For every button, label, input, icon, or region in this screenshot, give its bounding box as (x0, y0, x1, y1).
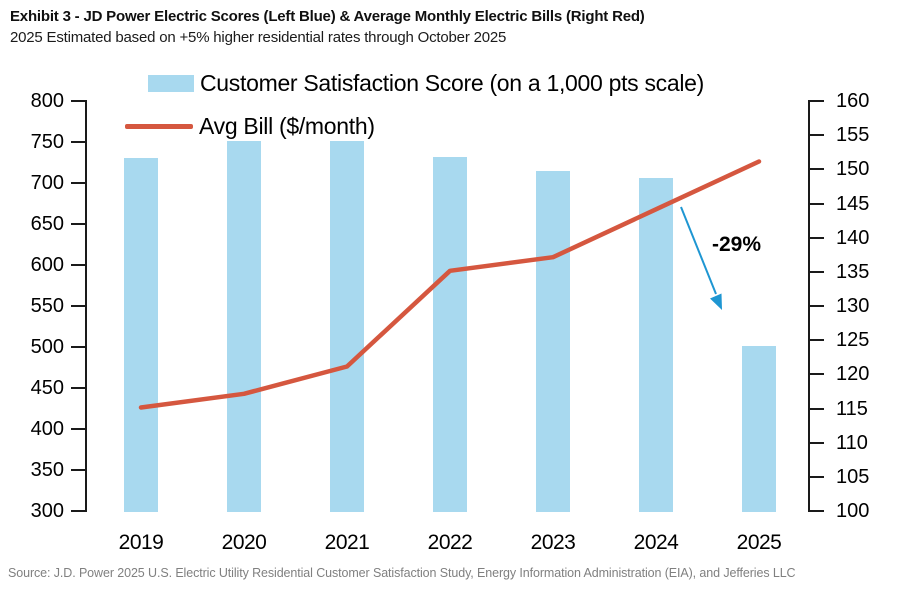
right-axis-tick-label: 120 (836, 363, 870, 386)
left-axis-tick (71, 305, 85, 307)
year-label: 2025 (736, 531, 782, 554)
legend-item-avg-bill: Avg Bill ($/month) (125, 113, 375, 140)
right-axis-tick (810, 510, 824, 512)
right-axis-tick (810, 168, 824, 171)
year-label: 2023 (530, 531, 576, 554)
right-axis-tick (810, 373, 824, 376)
legend-label-satisfaction: Customer Satisfaction Score (on a 1,000 … (200, 70, 705, 96)
left-axis-tick-label: 800 (30, 90, 64, 112)
satisfaction-bar (227, 141, 261, 512)
right-axis-tick-label: 110 (836, 431, 868, 454)
right-axis-tick-label: 150 (836, 158, 870, 181)
right-axis-tick-label: 155 (836, 124, 870, 147)
right-axis-tick (810, 100, 824, 102)
left-axis-line (85, 100, 87, 512)
year-label: 2022 (427, 531, 473, 554)
decline-arrow-shaft (680, 206, 717, 295)
left-axis-tick-label: 400 (30, 418, 64, 440)
legend-item-satisfaction: Customer Satisfaction Score (on a 1,000 … (148, 70, 704, 97)
year-label: 2021 (324, 531, 370, 554)
right-axis-tick-label: 105 (836, 465, 870, 488)
right-axis-tick (810, 270, 824, 273)
left-axis-tick-label: 300 (30, 500, 64, 522)
right-axis-tick (810, 339, 824, 342)
right-axis-tick-label: 140 (836, 226, 870, 249)
left-axis-tick (71, 387, 85, 389)
decline-arrow-head (710, 293, 722, 310)
right-axis-tick (810, 441, 824, 444)
year-label: 2024 (633, 531, 679, 554)
left-axis-tick (71, 510, 85, 512)
right-axis-tick-label: 125 (836, 329, 870, 352)
decline-annotation: -29% (712, 233, 762, 256)
left-axis-tick (71, 469, 85, 471)
left-axis-tick-label: 350 (30, 459, 64, 481)
right-axis-tick (810, 475, 824, 478)
year-label: 2019 (118, 531, 164, 554)
right-axis-tick-label: 135 (836, 260, 870, 283)
legend-label-avg-bill: Avg Bill ($/month) (199, 113, 375, 139)
left-axis-tick-label: 650 (30, 213, 64, 235)
left-axis-tick (71, 223, 85, 225)
right-axis-tick (810, 202, 824, 205)
right-axis-tick (810, 305, 824, 307)
left-axis-tick (71, 141, 85, 143)
right-axis-tick-label: 145 (836, 192, 870, 215)
right-axis-tick (810, 407, 824, 410)
left-axis-tick (71, 100, 85, 102)
satisfaction-bar (639, 177, 673, 512)
bar-legend-swatch (148, 75, 194, 92)
exhibit-subtitle: 2025 Estimated based on +5% higher resid… (10, 29, 507, 46)
left-axis-tick-label: 750 (30, 131, 64, 153)
right-axis-tick (810, 134, 824, 137)
satisfaction-bar (536, 170, 570, 512)
right-axis-line (808, 100, 810, 512)
left-axis-tick-label: 550 (30, 295, 64, 317)
left-axis-tick (71, 264, 85, 266)
right-axis-tick (810, 236, 824, 239)
satisfaction-bar (742, 346, 776, 512)
left-axis-tick-label: 500 (30, 336, 64, 358)
right-axis-tick-label: 115 (836, 397, 868, 420)
right-axis-tick-label: 130 (836, 295, 870, 317)
left-axis-tick (71, 346, 85, 348)
satisfaction-bar (124, 158, 158, 512)
left-axis-tick (71, 182, 85, 184)
left-axis-tick (71, 428, 85, 430)
line-legend-swatch (125, 124, 193, 129)
left-axis-tick-label: 700 (30, 172, 64, 194)
left-axis-tick-label: 450 (30, 377, 64, 399)
right-axis-tick-label: 100 (836, 500, 870, 522)
left-axis-tick-label: 600 (30, 254, 64, 276)
satisfaction-bar (330, 141, 364, 512)
source-note: Source: J.D. Power 2025 U.S. Electric Ut… (8, 566, 796, 580)
year-label: 2020 (221, 531, 267, 554)
exhibit-title: Exhibit 3 - JD Power Electric Scores (Le… (10, 8, 645, 25)
right-axis-tick-label: 160 (836, 90, 870, 112)
satisfaction-bar (433, 157, 467, 512)
